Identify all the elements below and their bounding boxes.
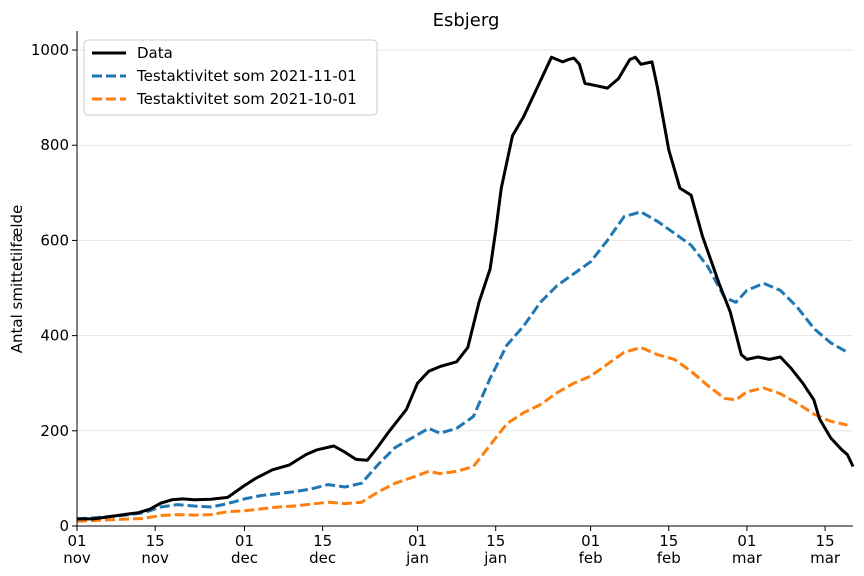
x-tick-month: jan [483, 549, 507, 567]
axes [76, 31, 853, 527]
x-tick-day: 01 [737, 532, 756, 550]
x-tick-day: 15 [659, 532, 678, 550]
x-tick-day: 15 [486, 532, 505, 550]
x-tick-month: mar [810, 549, 841, 567]
chart-title: Esbjerg [433, 10, 500, 31]
legend-label-0: Data [137, 44, 173, 62]
y-gridlines [77, 49, 853, 527]
x-tick-day: 15 [313, 532, 332, 550]
legend: Data Testaktivitet som 2021-11-01 Testakti… [83, 39, 378, 116]
y-axis-label: Antal smittetilfælde [8, 205, 26, 354]
x-tick-month: mar [732, 549, 763, 567]
x-tick-month: feb [579, 549, 603, 567]
series-line-0 [77, 55, 855, 521]
series-layer [76, 55, 855, 523]
x-tick-day: 15 [146, 532, 165, 550]
x-tick-month: nov [63, 549, 91, 567]
series-line-1 [76, 210, 849, 521]
legend-label-1: Testaktivitet som 2021-11-01 [136, 67, 357, 85]
x-tick-day: 01 [235, 532, 254, 550]
x-tick-day: 01 [581, 532, 600, 550]
x-tick-month: dec [231, 549, 258, 567]
x-tick-month: jan [405, 549, 429, 567]
y-tick-label: 1000 [31, 41, 69, 59]
x-tick-day: 01 [67, 532, 86, 550]
x-tick-day: 15 [816, 532, 835, 550]
x-tick-day: 01 [408, 532, 427, 550]
legend-label-2: Testaktivitet som 2021-10-01 [136, 90, 357, 108]
y-tick-label: 200 [40, 422, 69, 440]
y-ticks: 0 200 400 600 800 1000 [31, 41, 77, 535]
series-line-2 [76, 346, 848, 523]
x-tick-month: feb [657, 549, 681, 567]
y-tick-label: 0 [59, 517, 69, 535]
y-tick-label: 400 [40, 327, 69, 345]
y-tick-label: 800 [40, 136, 69, 154]
x-tick-month: dec [309, 549, 336, 567]
y-tick-label: 600 [40, 231, 69, 249]
legend-box [83, 39, 378, 116]
x-ticks: 01nov15nov01dec15dec01jan15jan01feb15feb… [63, 526, 841, 567]
x-tick-month: nov [141, 549, 169, 567]
